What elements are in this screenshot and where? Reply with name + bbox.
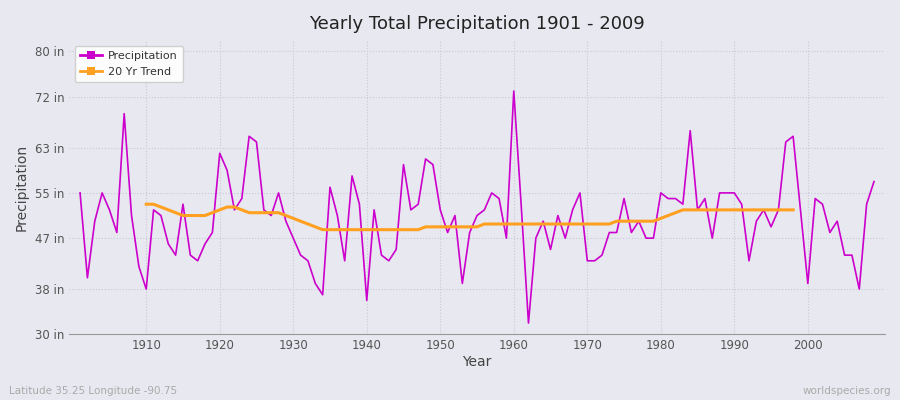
X-axis label: Year: Year (463, 355, 491, 369)
Text: Latitude 35.25 Longitude -90.75: Latitude 35.25 Longitude -90.75 (9, 386, 177, 396)
Legend: Precipitation, 20 Yr Trend: Precipitation, 20 Yr Trend (75, 46, 184, 82)
Y-axis label: Precipitation: Precipitation (15, 144, 29, 231)
Text: worldspecies.org: worldspecies.org (803, 386, 891, 396)
Title: Yearly Total Precipitation 1901 - 2009: Yearly Total Precipitation 1901 - 2009 (309, 15, 645, 33)
